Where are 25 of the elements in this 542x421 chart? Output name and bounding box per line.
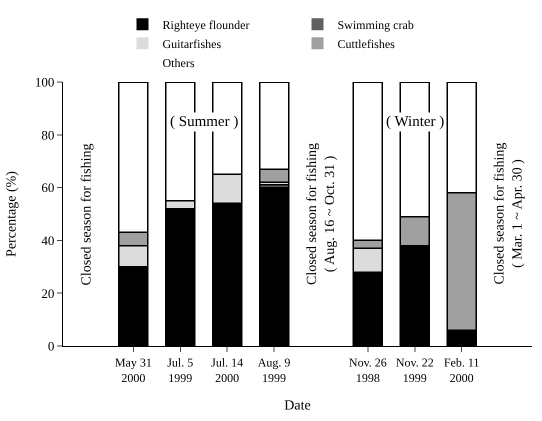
x-tick-label: Feb. 11 2000: [444, 355, 480, 385]
x-tick-label: Jul. 14 2000: [211, 355, 244, 385]
annotation: Closed season for fishing ( Mar. 1 ~ Apr. 30 ): [492, 142, 526, 285]
y-tick-label: 60: [41, 180, 54, 196]
annotation: ( Winter ): [386, 114, 444, 130]
x-tick-label: Nov. 22 1999: [396, 355, 434, 385]
legend-label: Guitarfishes: [162, 36, 222, 51]
y-axis-title: Percentage (%): [4, 170, 20, 257]
series-label: Others: [162, 56, 195, 70]
x-tick-label: Jul. 5 1999: [167, 355, 194, 385]
legend-label: Cuttlefishes: [338, 36, 396, 51]
legend-label: Righteye flounder: [162, 18, 250, 32]
legend-label: Swimming crab: [338, 18, 414, 32]
x-axis-title: Date: [284, 398, 311, 414]
y-tick-label: 20: [41, 286, 54, 301]
y-tick-label: 0: [48, 338, 54, 354]
x-tick-label: Aug. 9 1999: [258, 355, 290, 385]
annotation: Closed season for fishing: [79, 144, 94, 286]
x-tick-label: Nov. 26 1998: [348, 355, 387, 385]
y-tick-label: 100: [34, 74, 54, 90]
annotation: Closed season for fishing ( Aug. 16 ~ Oct. 31 ): [304, 143, 338, 285]
x-tick-label: May 31 2000: [114, 355, 152, 385]
y-tick-label: 40: [41, 232, 54, 248]
y-tick-label: 80: [41, 127, 54, 142]
annotation: ( Summer ): [170, 114, 238, 130]
